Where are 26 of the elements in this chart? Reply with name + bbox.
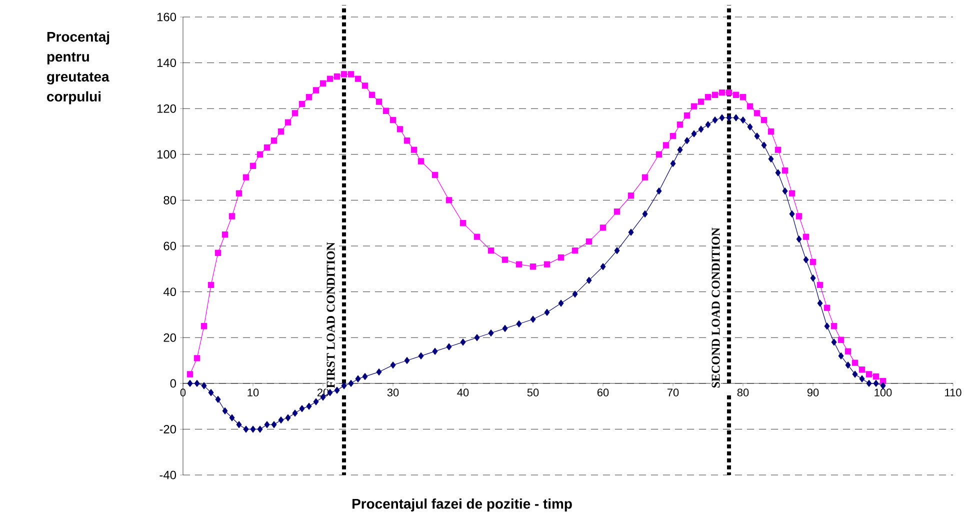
- x-tick-label: 80: [737, 388, 749, 396]
- y-tick-label: 140: [157, 58, 176, 68]
- x-tick-label: 100: [874, 388, 892, 396]
- y-tick-label: 100: [157, 150, 176, 159]
- y-tick-label: 120: [157, 104, 176, 113]
- y-tick-label: 20: [164, 333, 176, 342]
- y-tick-label: 160: [157, 12, 176, 22]
- ref-line-label: SECOND LOAD CONDITION: [712, 228, 720, 388]
- x-axis-title: Procentajul fazei de pozitie - timp: [352, 498, 572, 512]
- y-tick-label: 60: [164, 242, 176, 250]
- x-tick-label: 30: [387, 388, 399, 396]
- x-tick-label: 0: [180, 388, 186, 396]
- x-tick-label: 110: [945, 388, 962, 396]
- x-tick-label: 60: [597, 388, 609, 396]
- y-tick-label: 40: [163, 288, 176, 296]
- y-tick-label: -40: [160, 470, 176, 480]
- y-tick-label: -20: [160, 424, 176, 434]
- ref-line-label: FIRST LOAD CONDITION: [326, 242, 335, 388]
- x-tick-label: 10: [248, 388, 259, 396]
- x-tick-label: 50: [527, 388, 539, 396]
- y-tick-label: 80: [164, 196, 176, 204]
- y-axis-title: Procentaj pentru greutatea corpului: [47, 32, 110, 104]
- x-tick-label: 70: [667, 388, 679, 396]
- x-tick-label: 40: [457, 388, 469, 396]
- x-tick-label: 90: [807, 388, 819, 396]
- y-tick-label: 0: [170, 379, 176, 388]
